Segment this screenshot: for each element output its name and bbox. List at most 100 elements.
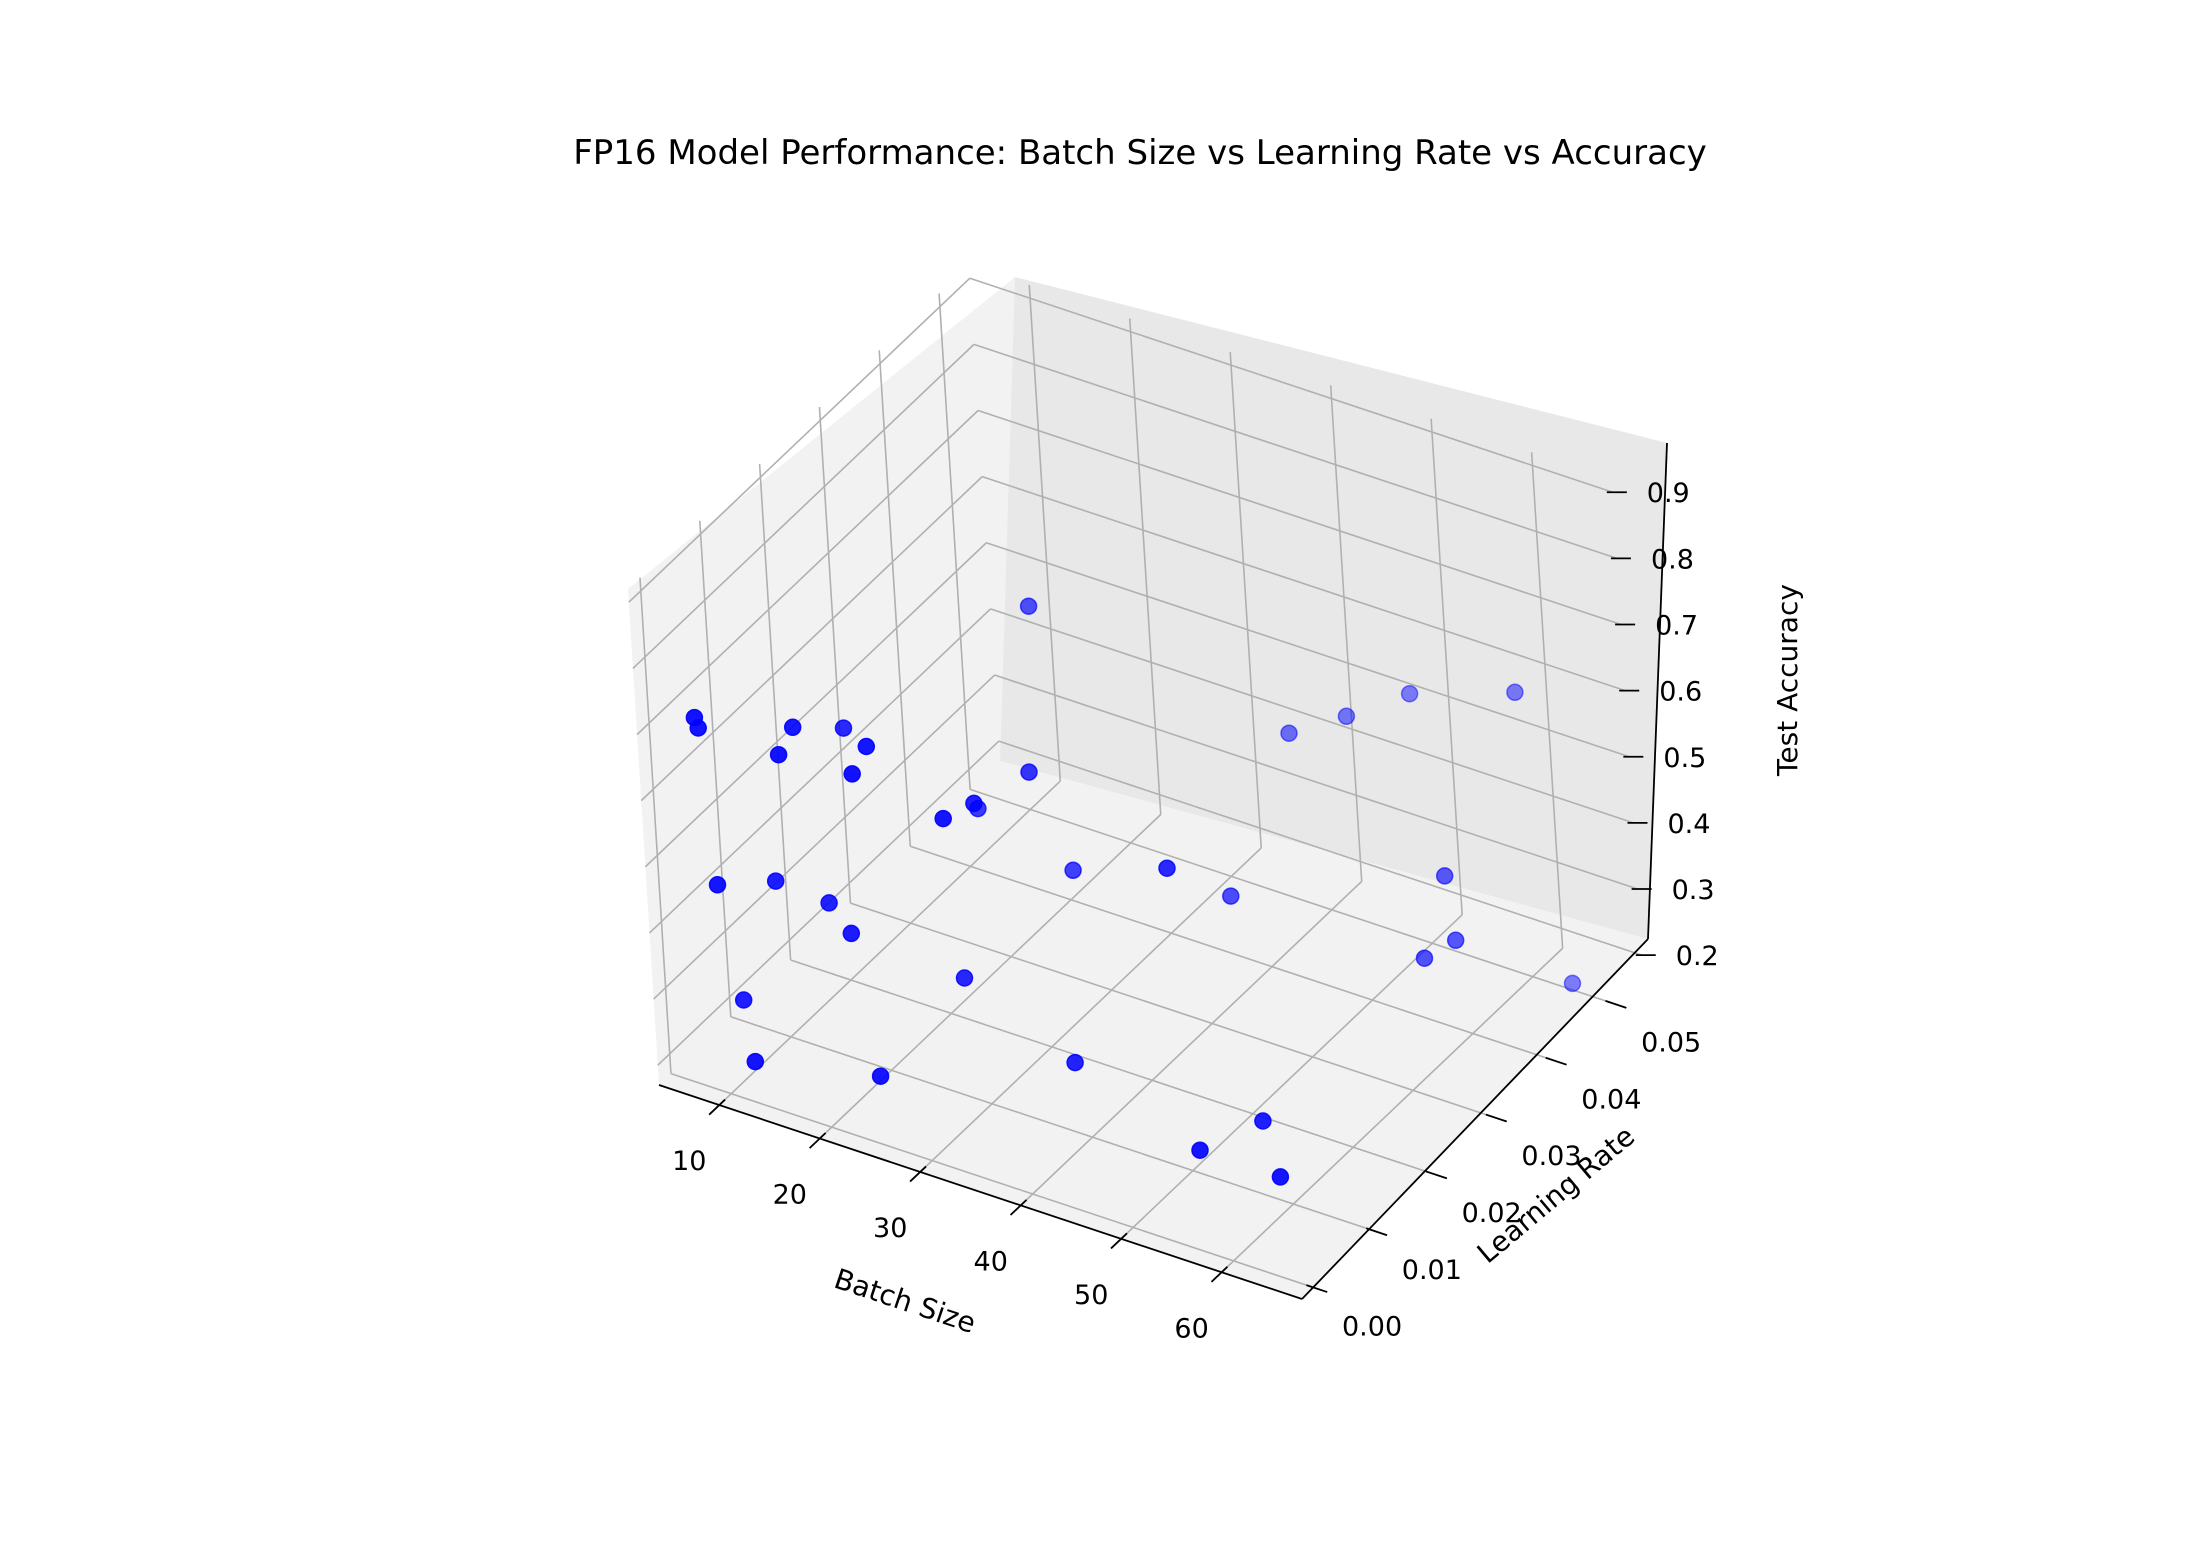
x-gridline-floor — [1020, 880, 1363, 1206]
x-gridline-floor — [1120, 914, 1463, 1240]
x-axis-label: Batch Size — [830, 1262, 980, 1340]
data-points — [685, 597, 1582, 1186]
data-point — [1271, 1168, 1290, 1186]
x-gridline-wall — [1329, 385, 1363, 882]
x-tick-label: 30 — [873, 1213, 907, 1244]
y-gridline-wall — [878, 350, 912, 847]
data-point — [769, 745, 788, 764]
data-point — [955, 969, 974, 987]
y-tick-mark — [1306, 1284, 1328, 1293]
z-tick-label: 0.5 — [1663, 743, 1706, 774]
x-tick-mark — [808, 1132, 827, 1149]
data-point — [1222, 887, 1240, 905]
data-point — [871, 1067, 890, 1085]
axis-lines — [658, 442, 1668, 1300]
z-tick-label: 0.3 — [1672, 875, 1715, 906]
y-tick-mark — [1365, 1227, 1388, 1237]
x-tick-mark — [1110, 1232, 1128, 1250]
z-gridline-left — [632, 343, 975, 669]
z-axis-label: Test Accuracy — [1771, 584, 1804, 777]
x-tick-label: 60 — [1174, 1313, 1208, 1344]
x-gridline-floor — [1221, 947, 1564, 1273]
x-axis-line — [658, 1084, 1303, 1300]
y-gridline-floor — [670, 1072, 1315, 1289]
y-tick-label: 0.01 — [1402, 1255, 1462, 1286]
y-tick-label: 0.00 — [1342, 1312, 1402, 1343]
x-tick-label: 20 — [773, 1180, 807, 1211]
y-gridline-wall — [938, 293, 971, 790]
y-gridline-floor — [910, 845, 1554, 1062]
y-gridline-wall — [698, 520, 732, 1017]
z-tick-label: 0.4 — [1668, 809, 1711, 840]
x-tick-label: 50 — [1074, 1280, 1108, 1311]
data-point — [1020, 763, 1038, 781]
z-tick-label: 0.2 — [1676, 941, 1719, 972]
data-point — [1435, 867, 1454, 885]
y-gridline-floor — [850, 902, 1494, 1118]
z-tick-label: 0.7 — [1655, 611, 1698, 642]
z-gridline-back — [973, 343, 1618, 560]
data-point — [746, 1052, 765, 1071]
z-gridline-back — [990, 608, 1634, 824]
data-point — [708, 876, 727, 894]
y-tick-mark — [1425, 1170, 1448, 1180]
y-tick-label: 0.03 — [1521, 1141, 1581, 1172]
x-tick-label: 10 — [672, 1146, 706, 1177]
z-gridline-back — [994, 674, 1638, 890]
data-point — [783, 718, 802, 737]
data-point — [1337, 707, 1356, 726]
x-gridline-floor — [819, 813, 1162, 1140]
y-tick-label: 0.05 — [1641, 1027, 1701, 1058]
y-gridline-floor — [969, 788, 1614, 1005]
data-point — [685, 708, 704, 727]
data-point — [1280, 724, 1298, 742]
data-point — [834, 719, 853, 737]
data-point — [1158, 859, 1176, 877]
x-tick-mark — [1009, 1199, 1028, 1216]
data-point — [766, 872, 785, 890]
back-wall-pane — [1000, 277, 1667, 939]
data-point — [857, 737, 876, 756]
x-gridline-wall — [1028, 285, 1062, 782]
z-gridline-left — [640, 476, 983, 802]
z-axis-line — [1647, 442, 1668, 940]
z-gridline-back — [998, 740, 1643, 956]
z-gridline-left — [628, 277, 971, 603]
data-point — [1506, 683, 1524, 702]
data-point — [1064, 861, 1082, 880]
y-tick-mark — [1605, 1000, 1627, 1009]
data-point — [1446, 931, 1465, 950]
z-tick-label: 0.9 — [1647, 478, 1690, 509]
x-gridline-wall — [1128, 318, 1162, 815]
chart-title: FP16 Model Performance: Batch Size vs Le… — [573, 133, 1707, 173]
data-point — [1254, 1112, 1272, 1130]
z-tick-label: 0.8 — [1651, 544, 1694, 575]
y-gridline-wall — [758, 463, 792, 960]
data-point — [965, 794, 983, 813]
y-gridline-wall — [818, 407, 852, 904]
data-point — [1415, 949, 1434, 967]
x-tick-mark — [708, 1098, 726, 1116]
x-gridline-floor — [919, 847, 1262, 1173]
z-tick-label: 0.6 — [1659, 677, 1702, 708]
data-point — [1563, 974, 1582, 993]
tick-marks: 10 20 30 40 50 60 0.000.010.02 0.030.040.05 0.2 0… — [672, 478, 1719, 1344]
z-gridline-left — [636, 409, 979, 736]
x-tick-mark — [909, 1165, 927, 1183]
y-gridline-floor — [790, 959, 1434, 1175]
x-gridline-wall — [1530, 452, 1564, 949]
z-gridline-back — [986, 542, 1630, 758]
data-point — [734, 991, 753, 1009]
gridlines — [628, 277, 1643, 1289]
z-gridline-left — [648, 608, 992, 934]
z-gridline-left — [653, 674, 996, 1000]
y-tick-label: 0.02 — [1462, 1198, 1522, 1229]
data-point — [1019, 597, 1038, 615]
data-point — [1066, 1053, 1084, 1072]
y-tick-mark — [1545, 1056, 1567, 1066]
x-gridline-wall — [1430, 418, 1463, 915]
x-gridline-floor — [718, 780, 1061, 1106]
axes-panes — [628, 277, 1667, 1299]
